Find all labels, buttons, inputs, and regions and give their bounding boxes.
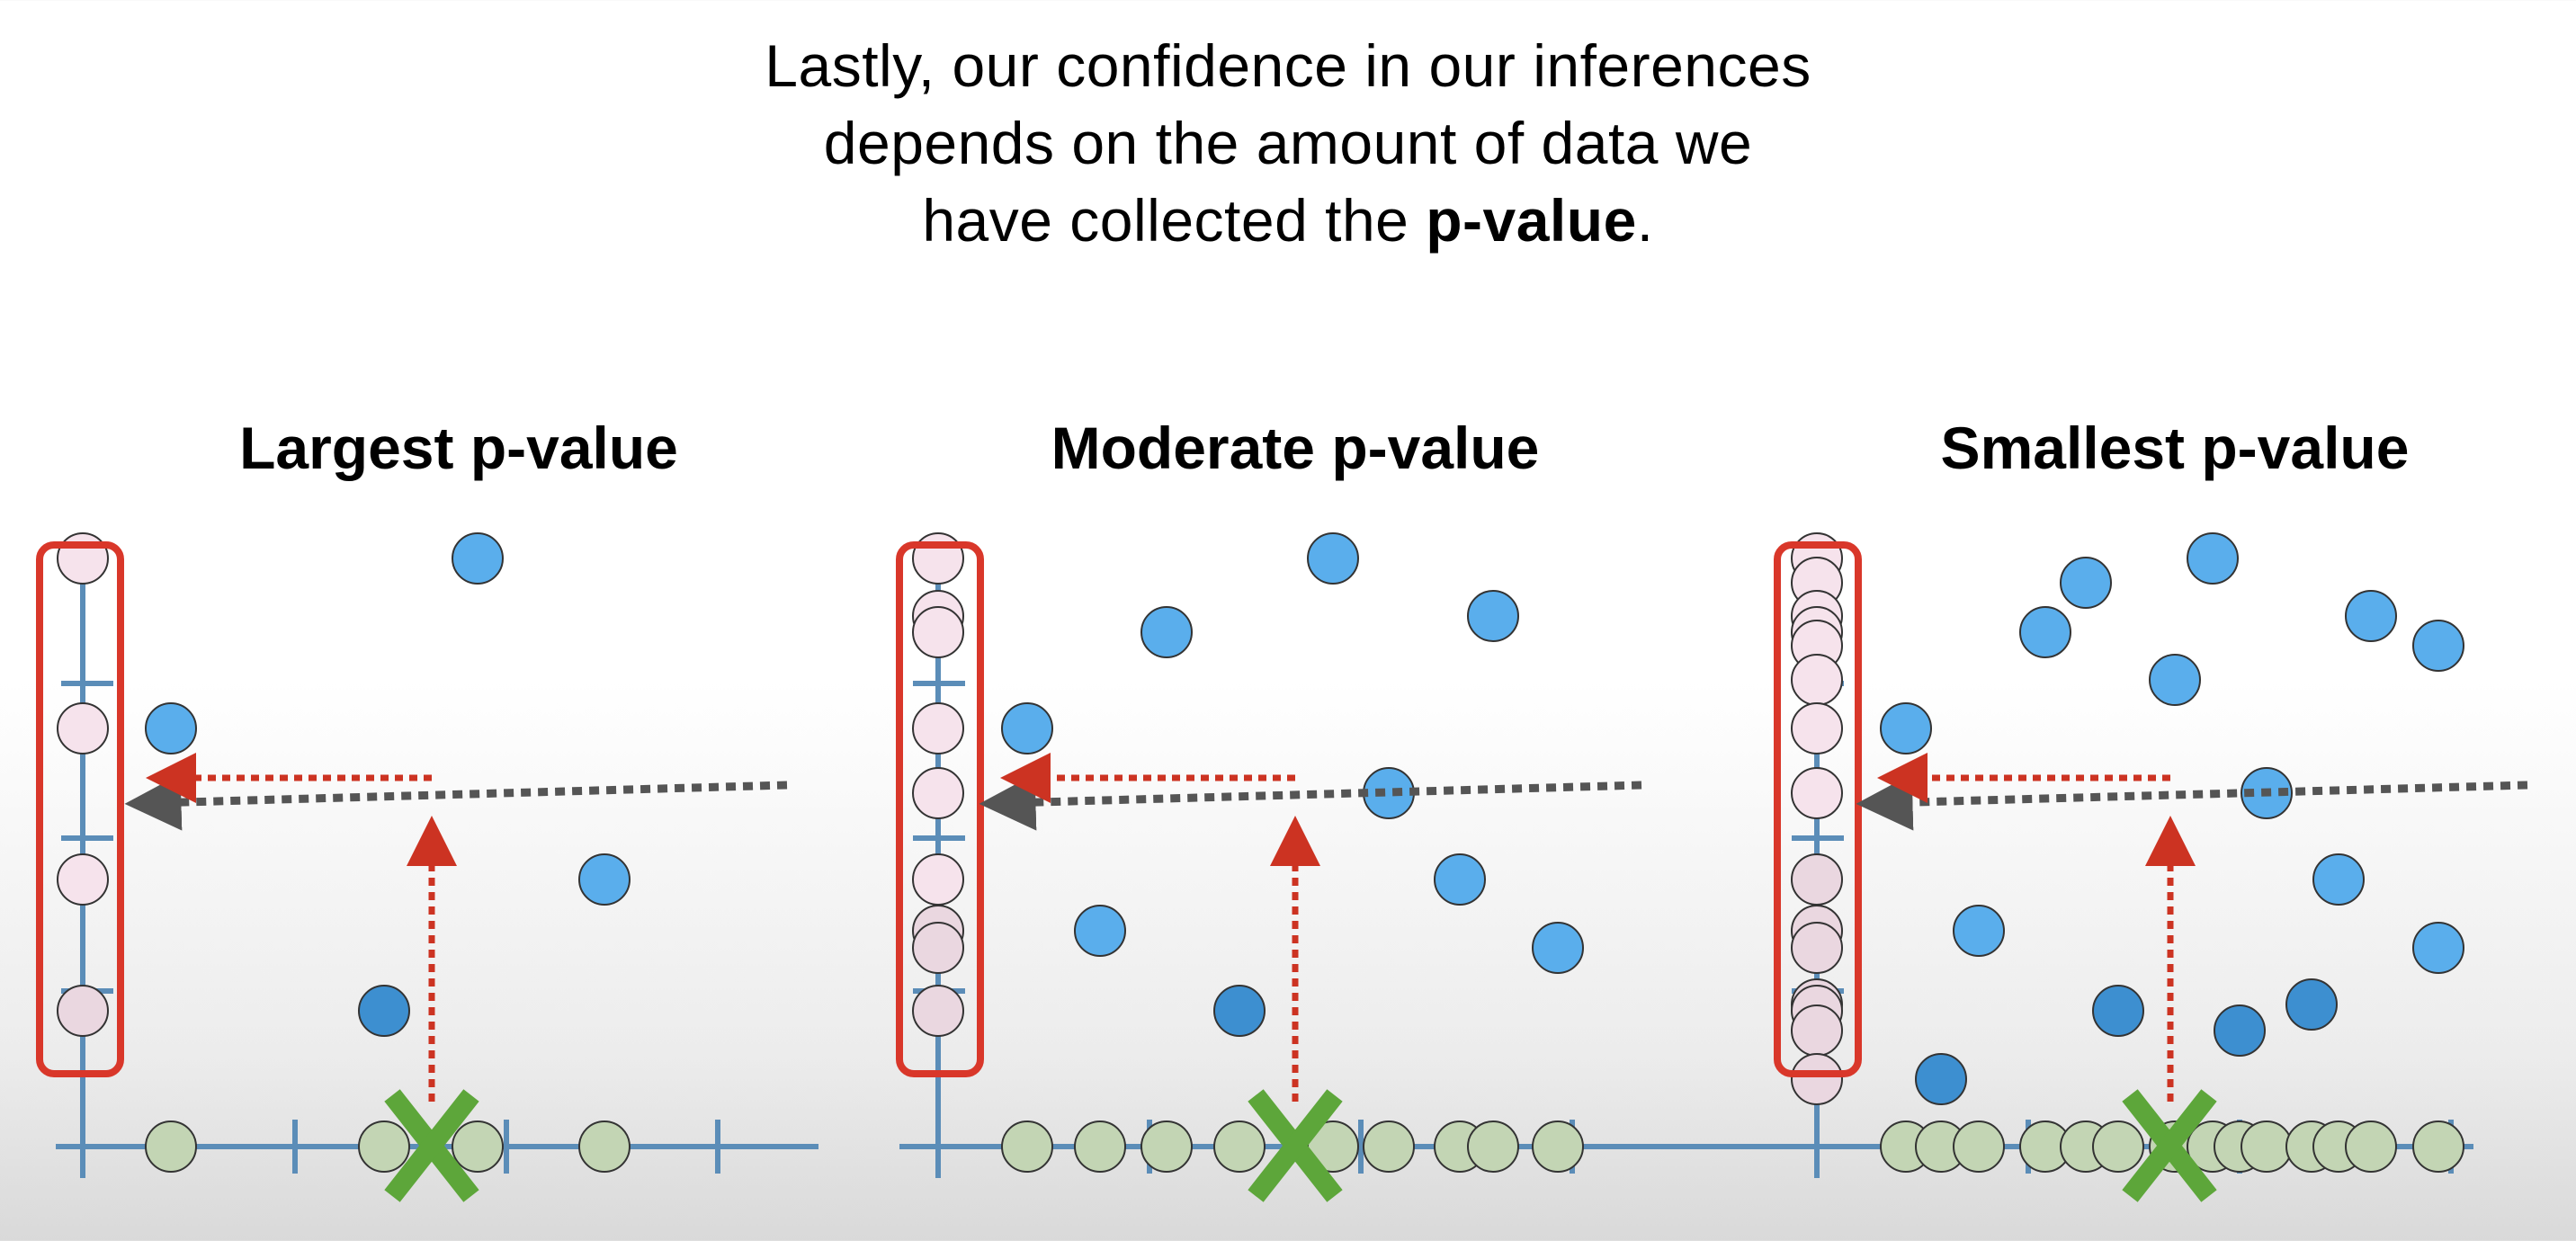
- panel-title-moderate: Moderate p-value: [1051, 415, 1540, 481]
- green-x-icon: [384, 1089, 479, 1202]
- blue-points: [1880, 532, 2464, 1105]
- axes: [56, 538, 818, 1178]
- caption-line-3-prefix: have collected the: [922, 187, 1427, 254]
- gray-dotted-arrow: [1856, 773, 2528, 831]
- panel-largest: [36, 532, 818, 1202]
- blue-points: [145, 532, 631, 1037]
- caption-p-value-term: p-value: [1426, 187, 1637, 254]
- caption-line-2: depends on the amount of data we: [823, 110, 1753, 176]
- caption-line-3: have collected the p-value.: [0, 182, 2576, 259]
- gray-dotted-arrow: [979, 773, 1642, 831]
- gray-dotted-arrow: [124, 773, 788, 831]
- blue-points: [1001, 532, 1584, 1037]
- projection-box: [36, 541, 124, 1077]
- green-x-icon: [2122, 1089, 2217, 1202]
- panel-moderate: [896, 532, 1790, 1202]
- projected-points: [1791, 532, 1843, 1105]
- projected-points: [912, 532, 964, 1037]
- axes: [899, 538, 1790, 1178]
- green-points: [1001, 1120, 1584, 1173]
- caption-line-1: Lastly, our confidence in our inferences: [765, 32, 1811, 99]
- panel-title-largest: Largest p-value: [239, 415, 678, 481]
- panel-smallest: [1774, 532, 2528, 1202]
- caption-line-3-suffix: .: [1636, 187, 1654, 254]
- panel-title-smallest: Smallest p-value: [1940, 415, 2410, 481]
- green-points: [145, 1120, 631, 1173]
- caption-text: Lastly, our confidence in our inferences…: [0, 27, 2576, 259]
- green-x-icon: [1248, 1089, 1343, 1202]
